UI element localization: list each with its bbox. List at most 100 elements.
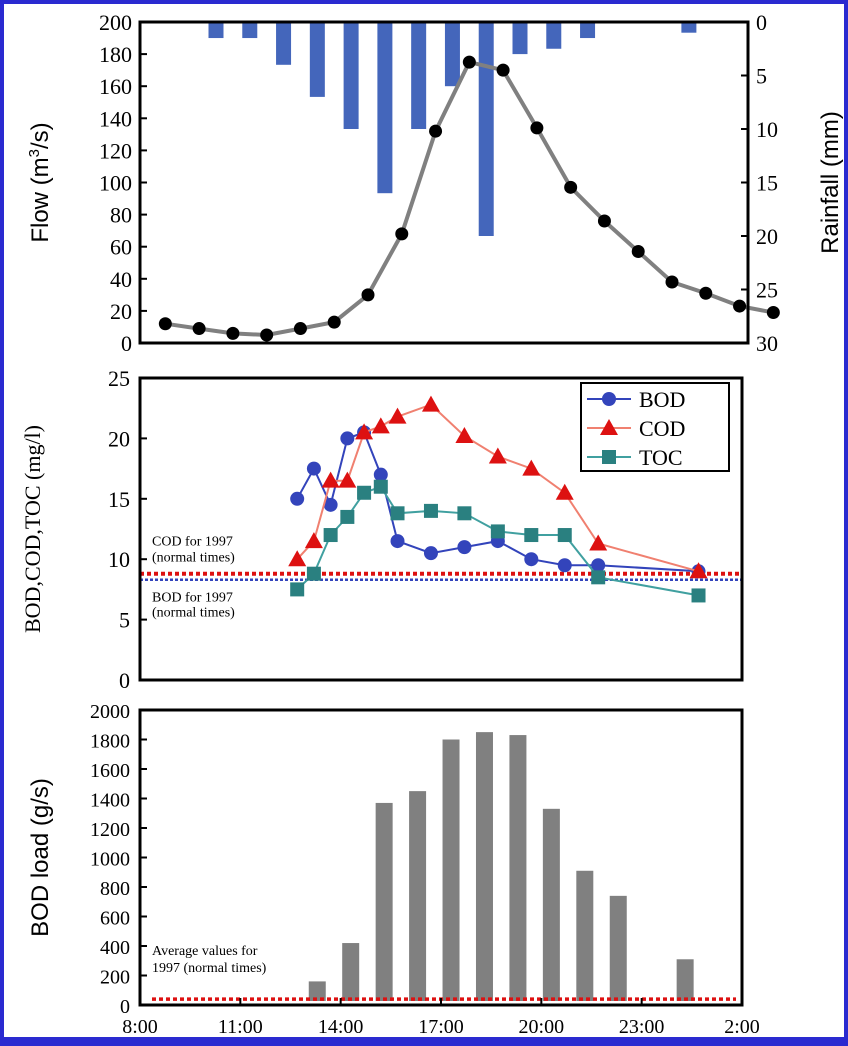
average-reference-label: 1997 (normal times) [152, 961, 267, 976]
load-y-tick-label: 200 [100, 967, 130, 989]
rainfall-y-tick-label: 25 [756, 278, 778, 303]
flow-point [158, 317, 172, 331]
rainfall-bar [512, 22, 528, 55]
data-layer: COD for 1997(normal times)BOD for 1997(n… [140, 22, 780, 1001]
time-axis-tick-label: 14:00 [318, 1016, 364, 1038]
toc-point [290, 582, 305, 597]
toc-point [373, 479, 388, 494]
rainfall-y-tick-label: 10 [756, 117, 778, 142]
bod-load-bar [442, 739, 460, 1001]
time-axis-tick-label: 8:00 [122, 1016, 158, 1038]
cod-point [355, 423, 374, 440]
cod-point [455, 426, 474, 443]
load-y-tick-label: 1600 [90, 760, 130, 782]
rainfall-y-tick-label: 15 [756, 171, 778, 196]
flow-axis-title-superscript: 3 [26, 149, 43, 157]
quality-y-tick-label: 5 [119, 608, 130, 633]
rainfall-y-tick-label: 0 [756, 10, 767, 35]
flow-point [192, 322, 206, 336]
flow-y-tick-label: 0 [121, 331, 132, 356]
rainfall-bar [580, 22, 596, 39]
cod-point [288, 550, 307, 567]
panels-layer [4, 4, 844, 1037]
bod-load-bar [576, 870, 594, 1001]
flow-y-tick-label: 180 [99, 42, 132, 67]
rainfall-y-tick-label: 5 [756, 64, 767, 89]
flow-y-tick-label: 200 [99, 10, 132, 35]
toc-point [423, 503, 438, 518]
toc-point [323, 528, 338, 543]
flow-y-tick-label: 20 [110, 299, 132, 324]
load-y-tick-label: 800 [100, 878, 130, 900]
flow-y-tick-label: 100 [99, 171, 132, 196]
bod-point [340, 431, 355, 446]
bod-point [423, 546, 438, 561]
flow-axis-title-part: /s) [27, 122, 54, 149]
reference-label-bod: BOD for 1997 [152, 591, 233, 606]
load-y-tick-label: 1400 [90, 790, 130, 812]
toc-point [524, 528, 539, 543]
quality-y-tick-label: 0 [119, 668, 130, 693]
bod-point [524, 552, 539, 567]
toc-point [357, 485, 372, 500]
load-y-tick-label: 1200 [90, 819, 130, 841]
rainfall-y-tick-label: 30 [756, 331, 778, 356]
bod-point [390, 534, 405, 549]
load-y-tick-label: 0 [120, 996, 130, 1018]
load-y-tick-label: 1000 [90, 849, 130, 871]
bod-point [306, 461, 321, 476]
flow-y-tick-label: 40 [110, 267, 132, 292]
rainfall-bar [681, 22, 697, 33]
bod-point [557, 558, 572, 573]
cod-point [689, 562, 708, 579]
time-axis-tick-label: 17:00 [418, 1016, 464, 1038]
bod-load-bar [609, 895, 627, 1001]
rainfall-bar [478, 22, 494, 236]
cod-point [304, 532, 323, 549]
average-reference-label: Average values for [152, 944, 258, 959]
rainfall-bar [343, 22, 359, 129]
bod-load-bar [509, 735, 527, 1001]
legend-marker-bod [602, 392, 616, 406]
load-axis-title: BOD load (g/s) [27, 778, 54, 937]
toc-point [591, 570, 606, 585]
flow-point [597, 214, 611, 228]
rainfall-axis-title: Rainfall (mm) [817, 111, 844, 254]
bod-point [457, 540, 472, 555]
flow-point [766, 306, 780, 320]
flow-point [327, 315, 341, 329]
bod-point [373, 467, 388, 482]
reference-label-cod: (normal times) [152, 551, 235, 566]
flow-point [733, 299, 747, 313]
flow-y-tick-label: 80 [110, 203, 132, 228]
quality-y-tick-label: 20 [108, 426, 130, 451]
cod-point [321, 471, 340, 488]
rainfall-bar [377, 22, 393, 194]
quality-y-tick-label: 25 [108, 366, 130, 391]
rainfall-bar [309, 22, 325, 97]
load-y-tick-label: 2000 [90, 701, 130, 723]
time-axis-tick-label: 2:00 [724, 1016, 760, 1038]
cod-point [388, 407, 407, 424]
flow-y-tick-label: 60 [110, 235, 132, 260]
rainfall-bar [276, 22, 292, 65]
panel-flow-rainfall-background [140, 22, 748, 343]
cod-point [371, 417, 390, 434]
cod-point [555, 483, 574, 500]
rainfall-bar [242, 22, 258, 39]
rainfall-bar [546, 22, 562, 49]
time-axis-tick-label: 11:00 [218, 1016, 263, 1038]
bod-load-bar [342, 943, 360, 1001]
toc-point [340, 509, 355, 524]
quality-y-tick-label: 15 [108, 487, 130, 512]
flow-point [293, 322, 307, 336]
flow-point [361, 288, 375, 302]
flow-y-tick-label: 120 [99, 138, 132, 163]
legend-marker-toc [602, 450, 616, 464]
quality-axis-title: BOD,COD,TOC (mg/l) [20, 425, 45, 633]
rainfall-y-tick-label: 20 [756, 224, 778, 249]
toc-point [691, 588, 706, 603]
